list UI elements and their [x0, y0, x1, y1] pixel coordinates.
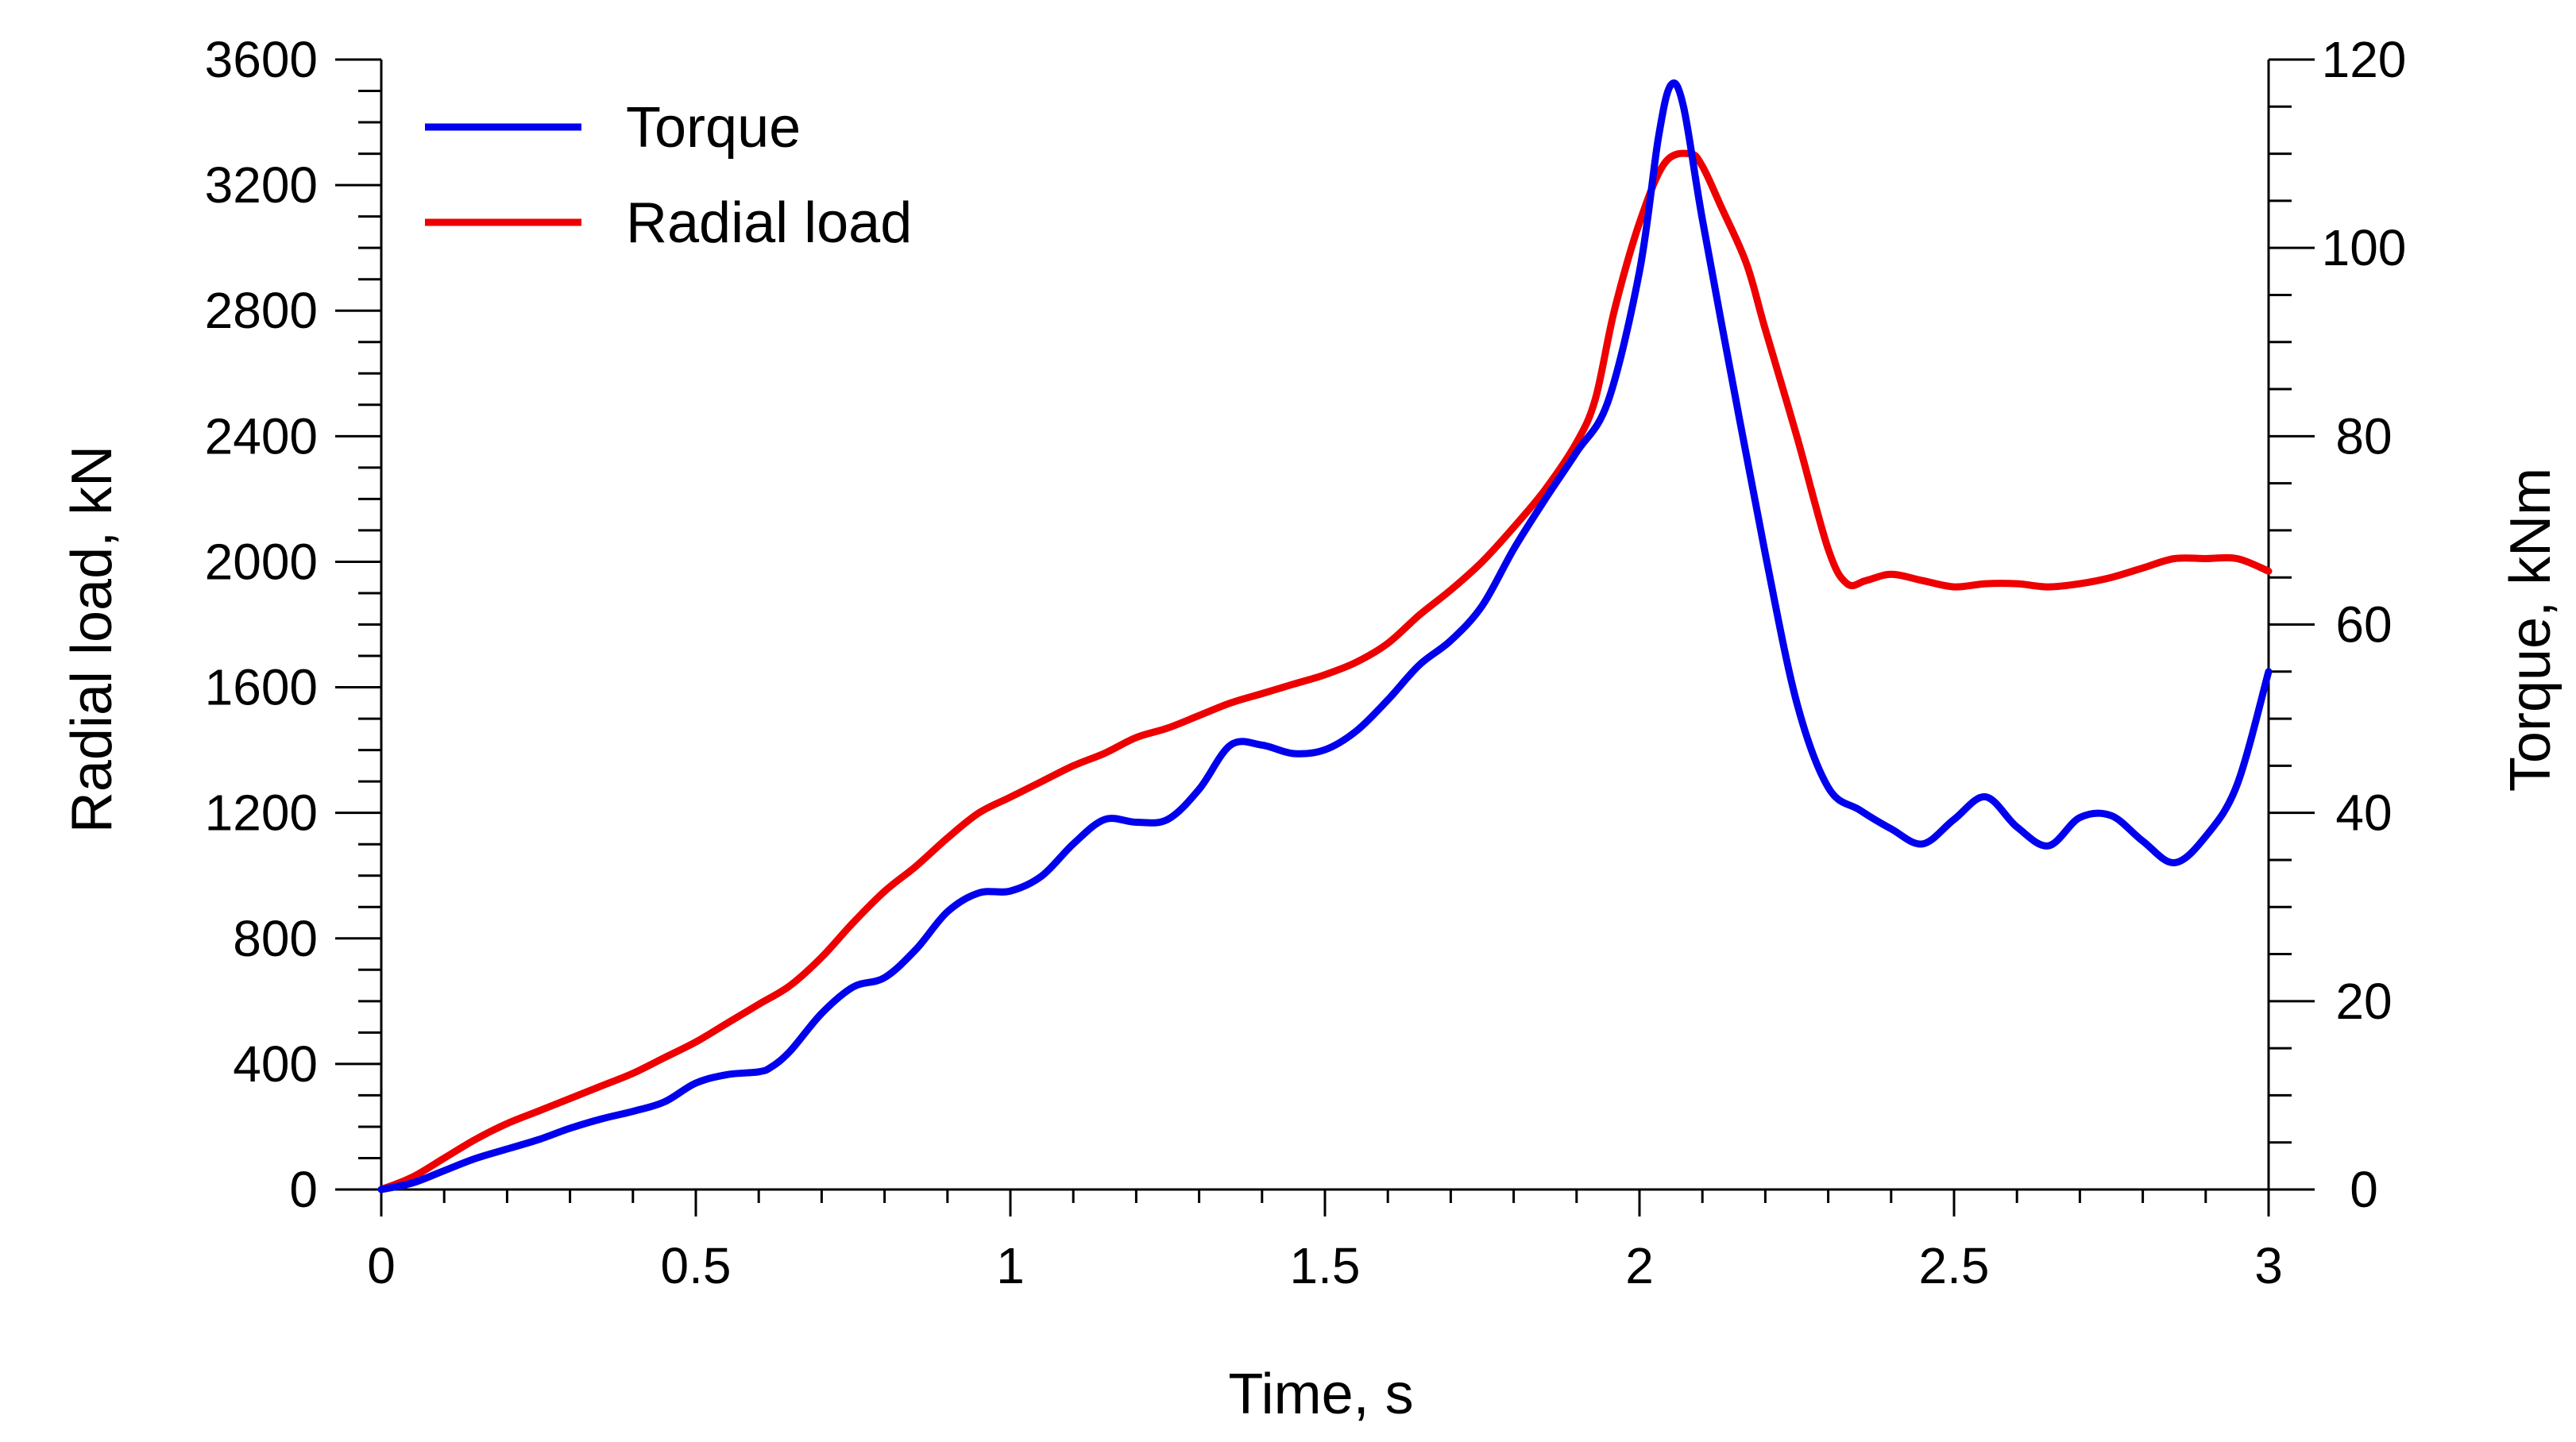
x-tick-label: 3	[2254, 1237, 2283, 1294]
x-tick-label: 0.5	[661, 1237, 732, 1294]
x-tick-label: 2.5	[1919, 1237, 1990, 1294]
y-right-tick-label: 40	[2335, 785, 2392, 842]
series-layer	[377, 79, 2273, 1193]
y-right-tick-label: 20	[2335, 973, 2392, 1030]
x-axis-title: Time, s	[1228, 1363, 1413, 1426]
y-left-tick-label: 2400	[205, 407, 318, 465]
x-tick-label: 1.5	[1290, 1237, 1361, 1294]
y-left-tick-label: 2000	[205, 533, 318, 590]
y-axis-left-title: Radial load, kN	[60, 445, 124, 833]
axis-titles: Time, s Radial load, kN Torque, kNm	[60, 445, 2562, 1426]
series-line-radial-load	[377, 149, 2273, 1193]
legend-label-radial-load: Radial load	[626, 191, 912, 255]
y-left-tick-label: 800	[233, 910, 318, 967]
y-right-tick-label: 120	[2322, 31, 2407, 88]
y-right-tick-label: 0	[2350, 1161, 2378, 1218]
axes: 0 0.5 1 1.5 2 2.5 3040080012001600200024002800…	[205, 31, 2407, 1294]
y-left-tick-label: 3200	[205, 156, 318, 214]
y-left-tick-label: 400	[233, 1035, 318, 1093]
y-axis-right-title: Torque, kNm	[2499, 468, 2562, 792]
x-tick-label: 2	[1625, 1237, 1654, 1294]
legend-label-torque: Torque	[626, 96, 801, 160]
series-line-torque	[377, 79, 2273, 1193]
x-tick-label: 1	[996, 1237, 1025, 1294]
legend: Torque Radial load	[425, 96, 912, 255]
y-right-tick-label: 60	[2335, 596, 2392, 654]
y-left-tick-label: 2800	[205, 282, 318, 339]
y-left-tick-label: 1600	[205, 659, 318, 716]
y-right-tick-label: 80	[2335, 407, 2392, 465]
y-right-tick-label: 100	[2322, 219, 2407, 276]
x-tick-label: 0	[367, 1237, 396, 1294]
y-left-tick-label: 1200	[205, 785, 318, 842]
y-left-tick-label: 3600	[205, 31, 318, 88]
y-left-tick-label: 0	[289, 1161, 318, 1218]
